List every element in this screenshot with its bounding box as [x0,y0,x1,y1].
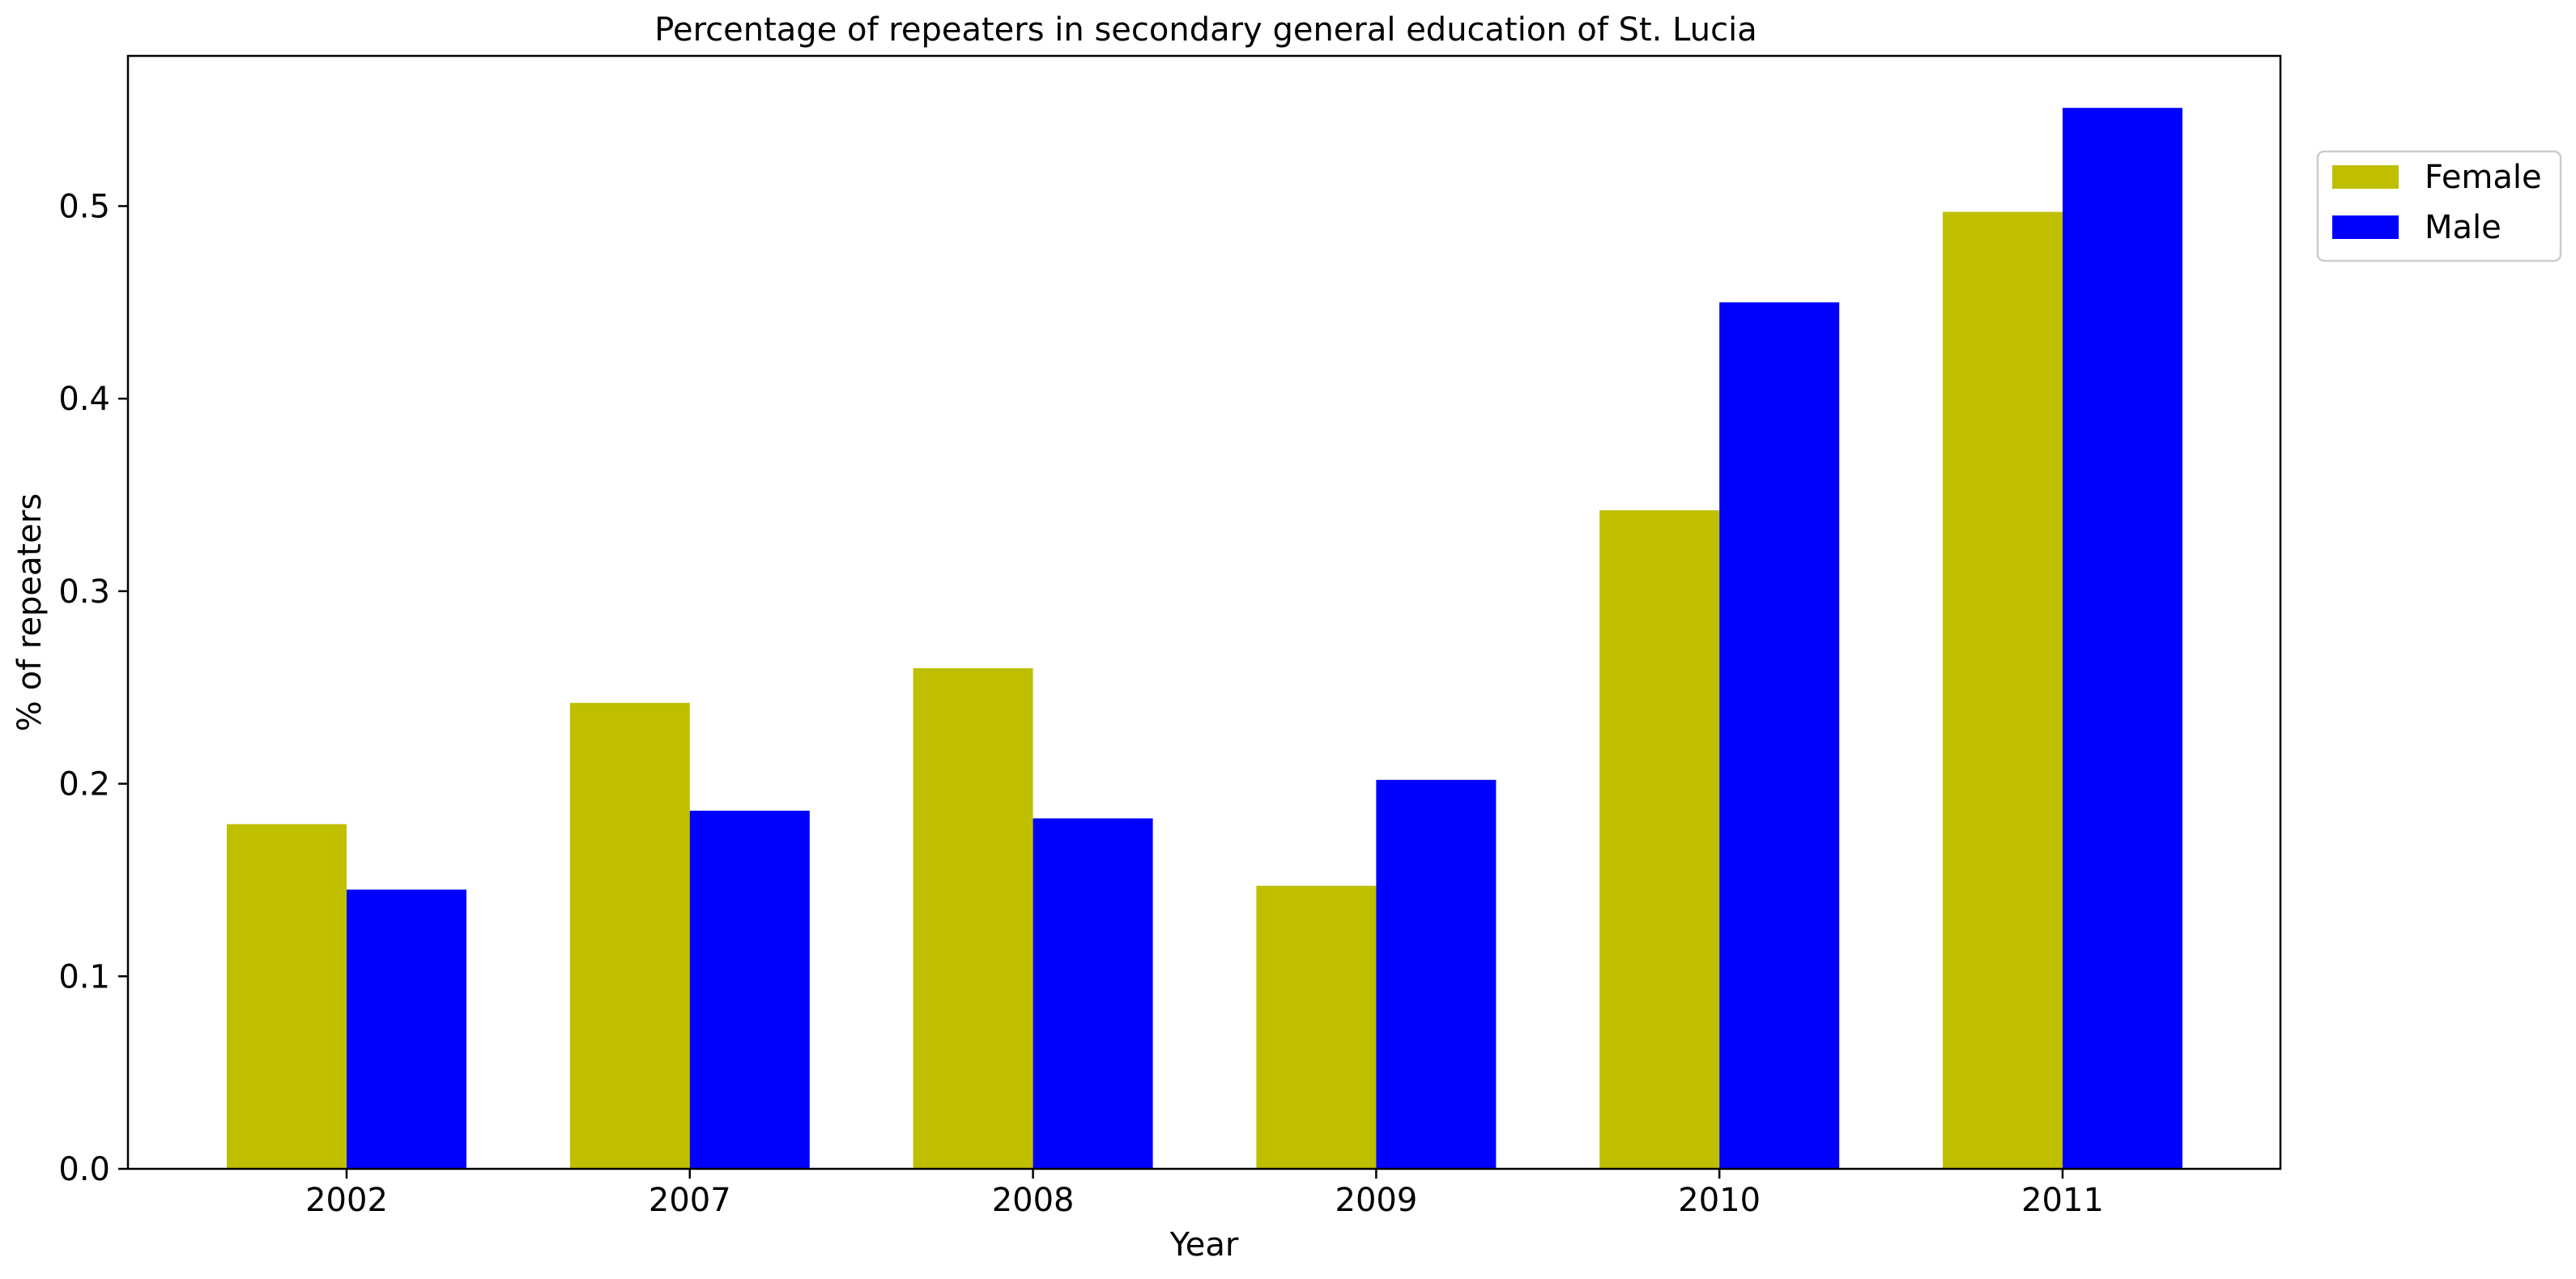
x-axis-label: Year [1169,1226,1239,1264]
x-tick-label: 2002 [305,1182,388,1219]
y-tick-label: 0.1 [58,958,110,995]
legend-label-female: Female [2425,159,2542,196]
bar-male-2009 [1376,779,1497,1169]
bar-female-2008 [913,667,1033,1169]
bar-male-2011 [2063,108,2182,1170]
y-tick-label: 0.2 [58,766,110,804]
bar-female-2011 [1943,211,2063,1169]
y-tick-label: 0.3 [58,573,110,611]
legend-swatch-male [2332,215,2399,239]
x-tick-label: 2008 [992,1182,1075,1219]
bar-male-2010 [1719,302,1840,1169]
x-tick-label: 2009 [1335,1182,1418,1219]
bar-female-2002 [227,824,347,1169]
legend: Female Male [2316,150,2562,262]
bar-female-2009 [1256,885,1377,1169]
bar-female-2007 [569,702,690,1169]
bar-male-2008 [1033,818,1153,1169]
x-tick-label: 2010 [1678,1182,1761,1219]
x-tick-label: 2007 [649,1182,731,1219]
bars-group [227,108,2182,1170]
y-axis-label: % of repeaters [11,493,49,731]
y-axis: 0.0 0.1 0.2 0.3 0.4 0.5 [58,188,128,1188]
bar-male-2007 [689,810,810,1169]
chart-title: Percentage of repeaters in secondary gen… [654,11,1756,49]
y-tick-label: 0.5 [58,188,110,225]
y-tick-label: 0.4 [58,381,110,418]
bar-male-2002 [347,889,466,1169]
x-axis: 2002 2007 2008 2009 2010 2011 [305,1169,2104,1219]
y-tick-label: 0.0 [58,1151,110,1188]
legend-swatch-female [2332,165,2399,189]
bar-female-2010 [1599,510,1720,1169]
legend-label-male: Male [2425,209,2501,246]
plot-frame [126,54,2282,1170]
x-tick-label: 2011 [2021,1182,2104,1219]
